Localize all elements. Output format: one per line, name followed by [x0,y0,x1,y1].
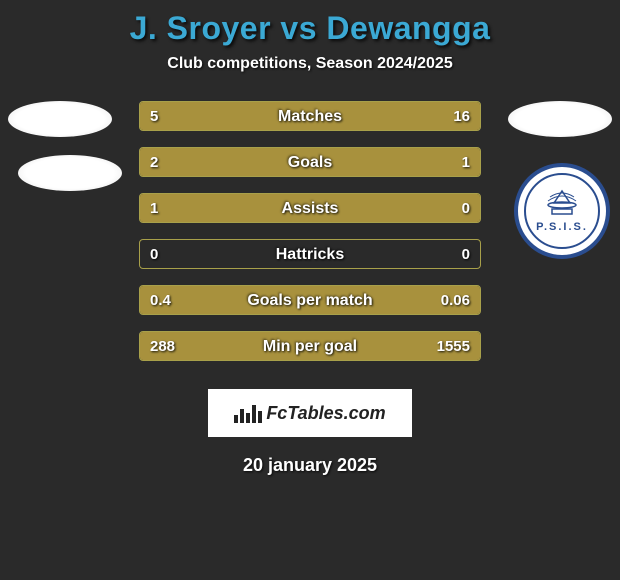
stat-row: 10Assists [139,193,481,223]
fctables-badge: FcTables.com [208,389,412,437]
stat-label: Hattricks [140,240,480,269]
subtitle: Club competitions, Season 2024/2025 [0,55,620,73]
stat-bars: 516Matches 21Goals 10Assists 00Hattricks 0.4… [139,101,481,361]
bar-chart-icon [234,403,262,423]
date-label: 20 january 2025 [0,455,620,476]
comparison-infographic: J. Sroyer vs Dewangga Club competitions,… [0,0,620,486]
fctables-label: FcTables.com [266,403,385,424]
stat-label: Matches [140,102,480,131]
stat-label: Goals per match [140,286,480,315]
player-left-badge-1 [8,101,112,137]
stat-row: 0.40.06Goals per match [139,285,481,315]
comparison-area: P.S.I.S. 516Matches 21Goals 10Assists 00Hat… [0,101,620,381]
stat-label: Min per goal [140,332,480,361]
stat-row: 516Matches [139,101,481,131]
stat-label: Goals [140,148,480,177]
page-title: J. Sroyer vs Dewangga [0,10,620,47]
club-logo: P.S.I.S. [514,163,610,259]
club-logo-inner: P.S.I.S. [524,173,600,249]
monument-icon [542,189,582,219]
stat-row: 2881555Min per goal [139,331,481,361]
stat-label: Assists [140,194,480,223]
club-logo-text: P.S.I.S. [536,221,588,233]
stat-row: 21Goals [139,147,481,177]
player-left-badge-2 [18,155,122,191]
stat-row: 00Hattricks [139,239,481,269]
player-right-badge-1 [508,101,612,137]
